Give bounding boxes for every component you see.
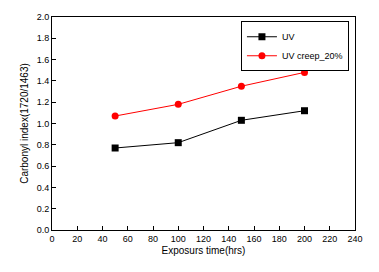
svg-text:1.4: 1.4 (37, 76, 50, 86)
svg-text:140: 140 (221, 234, 236, 244)
svg-text:60: 60 (123, 234, 133, 244)
svg-text:40: 40 (97, 234, 107, 244)
svg-text:240: 240 (347, 234, 362, 244)
svg-text:UV: UV (282, 32, 295, 42)
svg-text:1.8: 1.8 (37, 33, 50, 43)
svg-text:20: 20 (72, 234, 82, 244)
svg-text:Exposurs time(hrs): Exposurs time(hrs) (162, 245, 246, 256)
svg-text:200: 200 (297, 234, 312, 244)
svg-text:2.0: 2.0 (37, 12, 50, 22)
svg-text:0.8: 0.8 (37, 140, 50, 150)
svg-text:180: 180 (272, 234, 287, 244)
svg-text:0.0: 0.0 (37, 225, 50, 235)
svg-text:1.0: 1.0 (37, 119, 50, 129)
svg-text:UV creep_20%: UV creep_20% (282, 51, 343, 61)
svg-text:0: 0 (49, 234, 54, 244)
svg-text:80: 80 (148, 234, 158, 244)
svg-text:0.4: 0.4 (37, 183, 50, 193)
svg-text:0.2: 0.2 (37, 204, 50, 214)
svg-text:0.6: 0.6 (37, 161, 50, 171)
svg-text:120: 120 (196, 234, 211, 244)
svg-text:Carbonyl index(1720/1463): Carbonyl index(1720/1463) (19, 63, 30, 184)
svg-text:1.2: 1.2 (37, 97, 50, 107)
svg-text:160: 160 (246, 234, 261, 244)
svg-text:1.6: 1.6 (37, 55, 50, 65)
svg-text:100: 100 (171, 234, 186, 244)
svg-text:220: 220 (322, 234, 337, 244)
